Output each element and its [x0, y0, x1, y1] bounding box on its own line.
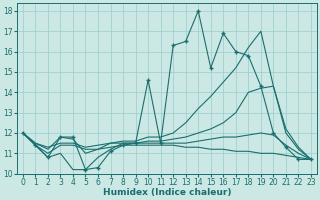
- X-axis label: Humidex (Indice chaleur): Humidex (Indice chaleur): [103, 188, 231, 197]
